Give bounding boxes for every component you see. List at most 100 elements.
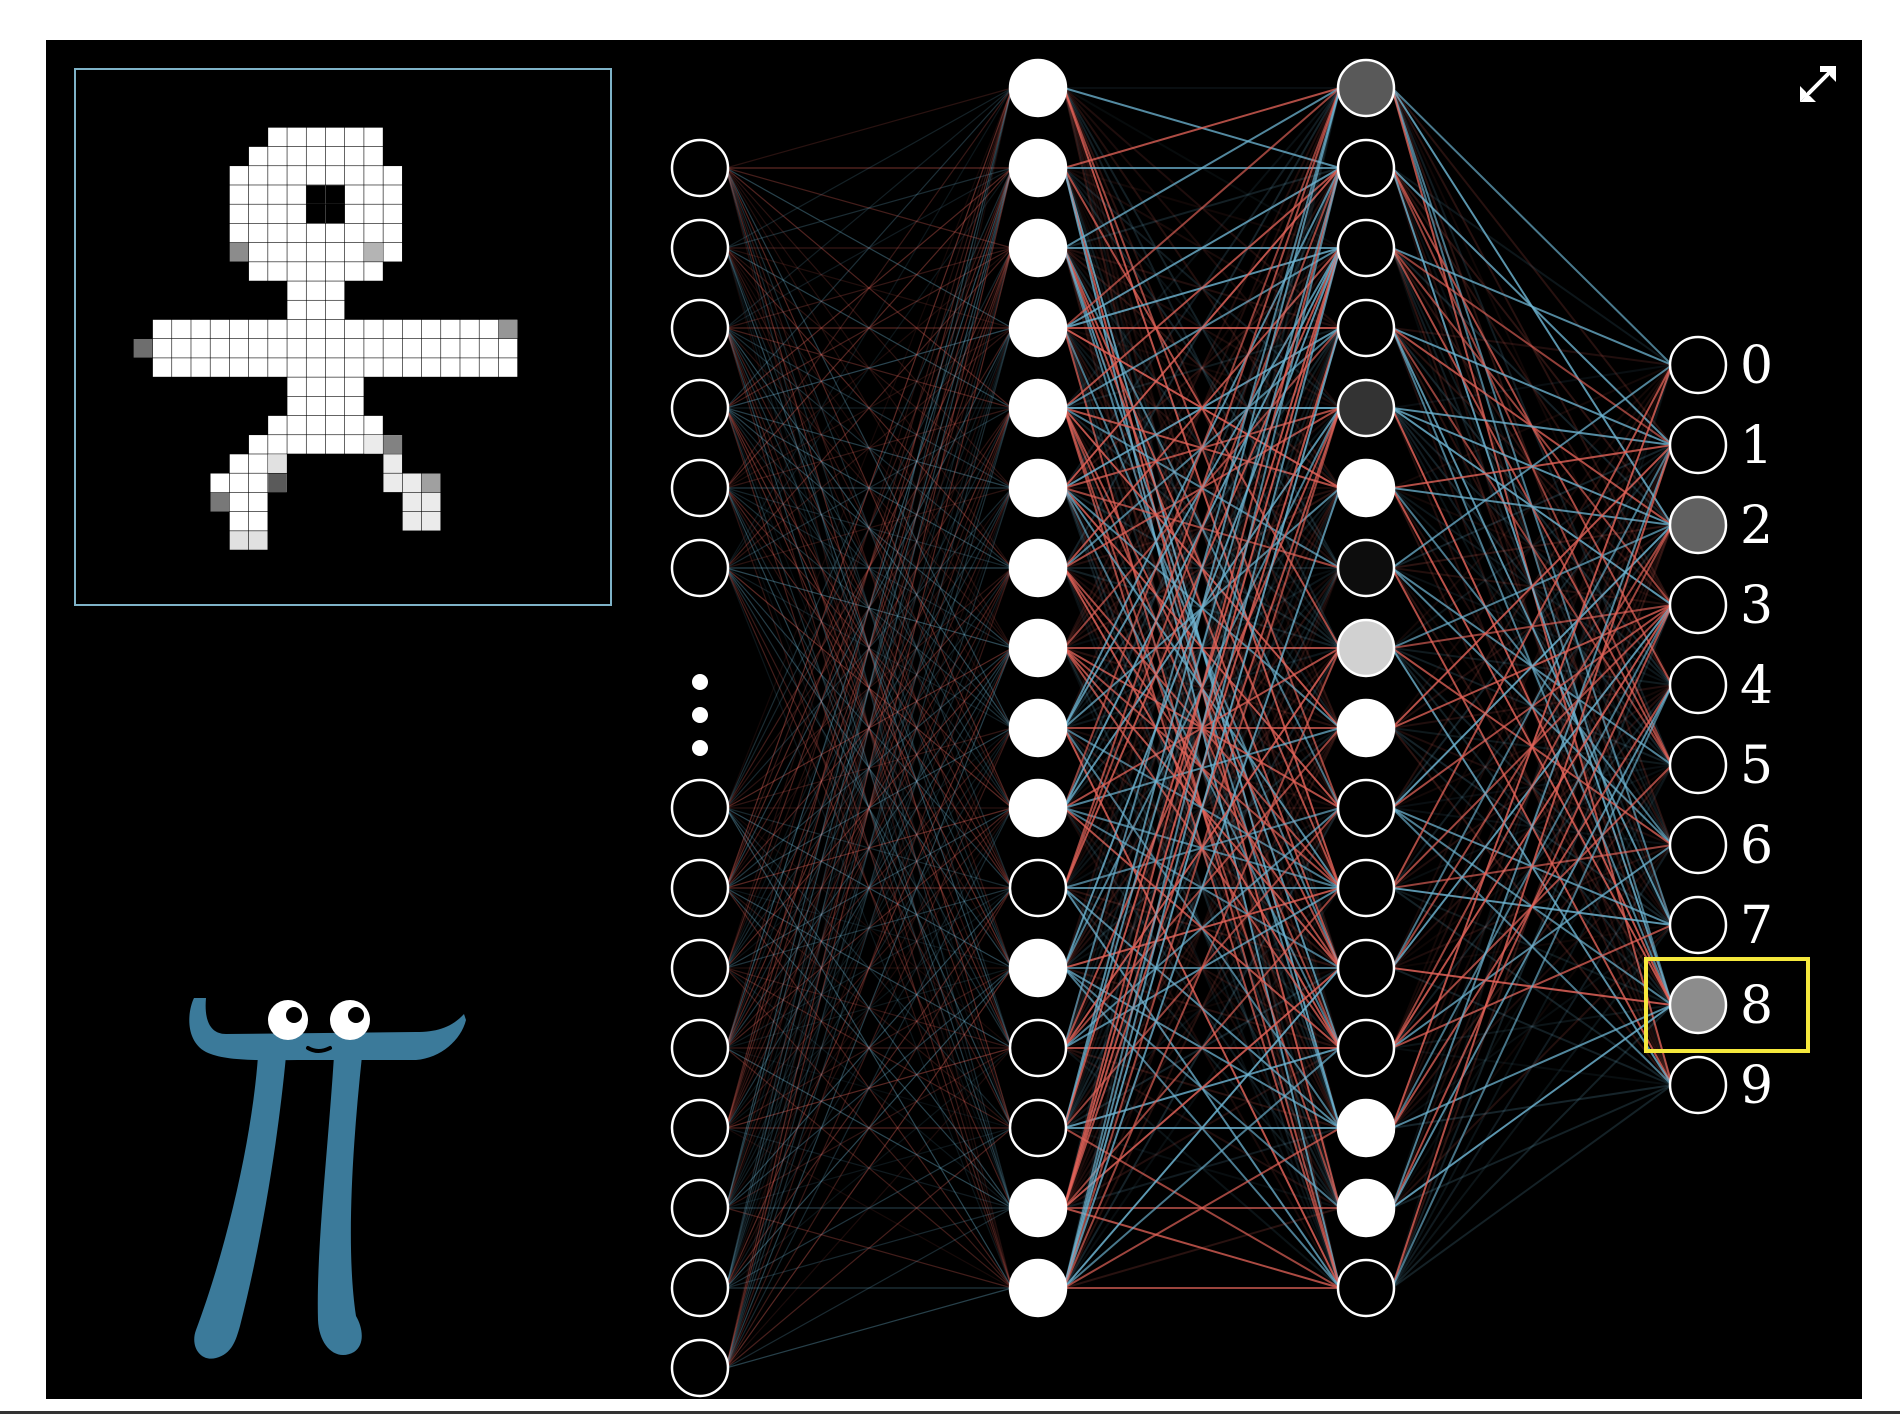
weight-edge xyxy=(725,247,1013,1049)
input-pixel xyxy=(210,492,230,512)
weight-edge xyxy=(1391,327,1673,446)
hidden-1-neuron xyxy=(1008,1018,1068,1078)
weight-edge xyxy=(1391,1084,1673,1289)
weight-edge xyxy=(725,567,1013,969)
input-pixel xyxy=(460,339,479,358)
weight-edge xyxy=(1391,364,1673,489)
input-pixel xyxy=(345,377,364,397)
weight-edge xyxy=(1391,1004,1673,1289)
input-pixel xyxy=(306,262,326,281)
output-neuron xyxy=(1668,895,1728,955)
input-pixel xyxy=(229,166,249,185)
input-pixel xyxy=(287,204,306,224)
input-pixel xyxy=(287,377,306,397)
weight-edge xyxy=(725,87,1013,809)
input-pixel xyxy=(268,223,287,243)
input-pixel xyxy=(248,473,268,493)
weight-edge xyxy=(725,487,1013,1049)
weight-edge xyxy=(1391,924,1673,1289)
weight-edge xyxy=(725,1127,1013,1369)
input-pixel xyxy=(383,204,403,224)
input-neuron xyxy=(670,938,730,998)
input-pixel xyxy=(229,358,249,377)
input-neuron xyxy=(670,458,730,518)
weight-edge xyxy=(725,167,1013,569)
input-pixel xyxy=(421,473,441,493)
weight-edge xyxy=(725,1207,1013,1369)
expand-arrows-icon[interactable] xyxy=(1796,62,1840,106)
weight-edge xyxy=(1063,87,1341,329)
input-pixel xyxy=(498,358,518,377)
hidden-1-neuron xyxy=(1008,1258,1068,1318)
input-pixel xyxy=(229,454,249,473)
weight-edge xyxy=(725,327,1013,889)
weight-edge xyxy=(725,327,1013,489)
input-pixel xyxy=(248,531,268,550)
weight-edge xyxy=(725,167,1013,489)
input-pixel xyxy=(325,242,345,262)
hidden-2-neuron xyxy=(1336,458,1396,518)
input-pixel xyxy=(248,242,268,262)
weight-edge xyxy=(725,567,1013,729)
weight-edge xyxy=(725,567,1013,1289)
input-pixel xyxy=(325,358,345,377)
weight-edge xyxy=(725,247,1013,969)
weight-edge xyxy=(1391,684,1673,1289)
input-pixel xyxy=(248,319,268,339)
input-pixel xyxy=(402,339,422,358)
input-pixel xyxy=(421,339,441,358)
weight-edge xyxy=(725,247,1013,1369)
weight-edge xyxy=(725,647,1013,1209)
output-neuron xyxy=(1668,735,1728,795)
weight-edge xyxy=(725,487,1013,729)
input-pixel xyxy=(287,223,306,243)
input-pixel xyxy=(364,185,383,204)
input-pixel xyxy=(345,435,364,454)
input-pixel xyxy=(383,473,403,493)
output-label-2: 2 xyxy=(1740,496,1773,556)
input-pixel xyxy=(325,127,345,147)
input-pixel xyxy=(268,262,287,281)
input-pixel xyxy=(325,204,345,224)
weight-edge xyxy=(725,1207,1013,1289)
weight-edge xyxy=(725,247,1013,889)
weight-edge xyxy=(725,407,1013,649)
weight-edge xyxy=(725,567,1013,1369)
weight-edge xyxy=(1063,87,1341,1289)
weight-edge xyxy=(725,1047,1013,1129)
weight-edge xyxy=(1391,1004,1673,1209)
hidden-2-neuron xyxy=(1336,938,1396,998)
input-pixel xyxy=(325,339,345,358)
input-pixel xyxy=(460,319,479,339)
input-pixel xyxy=(268,127,287,147)
weight-edge xyxy=(725,487,1013,889)
weight-edge xyxy=(725,887,1013,1289)
input-pixel xyxy=(306,358,326,377)
input-pixel xyxy=(248,339,268,358)
input-pixel xyxy=(191,339,210,358)
weight-edge xyxy=(725,967,1013,1289)
weight-edge xyxy=(725,567,1013,1289)
weight-edge xyxy=(725,1047,1013,1369)
hidden-1-neuron xyxy=(1008,1098,1068,1158)
input-neuron xyxy=(670,298,730,358)
weight-edge xyxy=(1391,487,1673,526)
weight-edge xyxy=(725,407,1013,1369)
weight-edge xyxy=(1391,167,1673,366)
weight-edge xyxy=(1391,247,1673,446)
input-pixel xyxy=(248,262,268,281)
weight-edge xyxy=(725,647,1013,1129)
input-pixel xyxy=(268,454,287,473)
hidden-1-neuron xyxy=(1008,218,1068,278)
input-pixel xyxy=(402,492,422,512)
weight-edge xyxy=(725,487,1013,649)
weight-edge xyxy=(725,807,1013,889)
input-pixel xyxy=(229,242,249,262)
hidden-2-neuron xyxy=(1336,618,1396,678)
weight-edge xyxy=(1391,364,1673,1129)
input-pixel xyxy=(248,511,268,531)
weight-edge xyxy=(725,167,1013,409)
weight-edge xyxy=(725,327,1013,809)
weight-edge xyxy=(725,407,1013,1209)
input-pixel xyxy=(345,204,364,224)
